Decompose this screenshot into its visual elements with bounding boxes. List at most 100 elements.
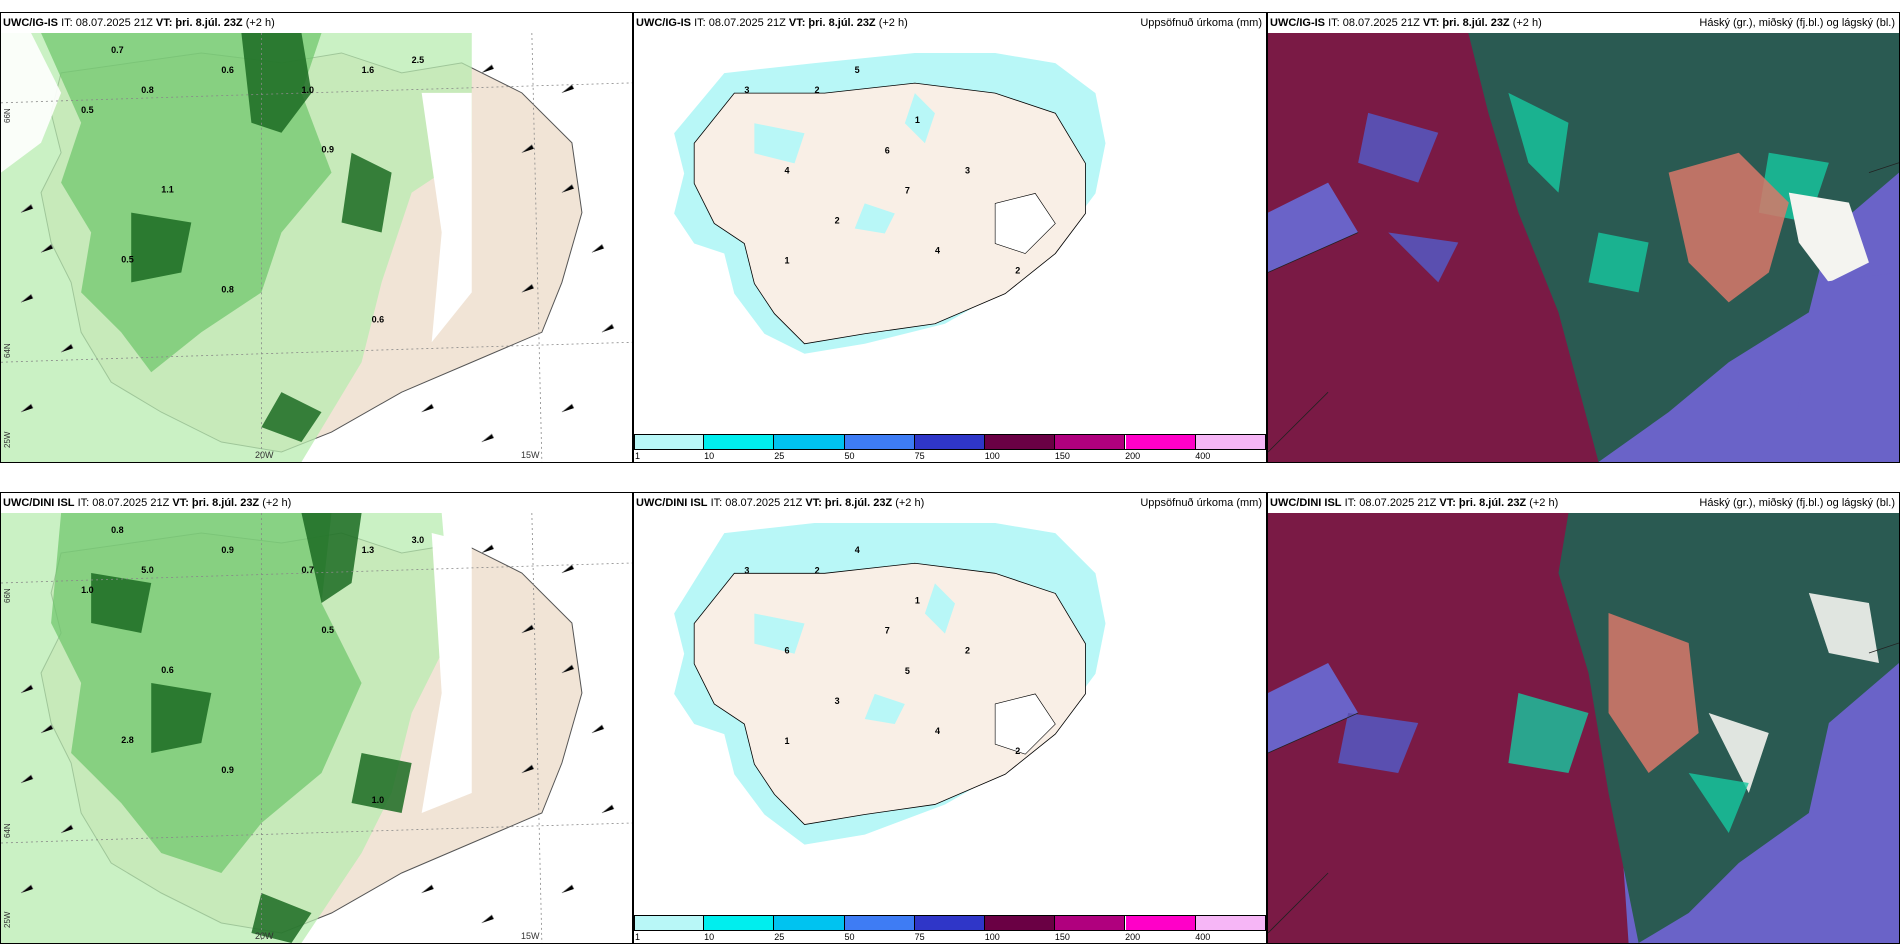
map-value-label: 3 [744,565,749,575]
map-value-label: 6 [885,145,890,155]
map-value-label: 1 [915,595,920,605]
map-value-label: 2 [815,85,820,95]
map-value-label: 2 [815,565,820,575]
lon-label-25w: 25W [3,911,12,928]
map-value-label: 2 [1015,746,1020,756]
cloud-map[interactable] [1268,33,1899,462]
colorbar-swatch [985,434,1056,450]
map-value-label: 5.0 [141,565,154,575]
colorbar-tick: 1 [635,451,641,461]
lon-label-25w: 25W [3,431,12,448]
precip-title: Uppsöfnuð úrkoma (mm) [1140,17,1262,29]
cloud-panel-bottom: UWC/DINI ISL IT: 08.07.2025 21Z VT: þri.… [1267,492,1900,944]
colorbar-tick: 25 [774,932,785,942]
colorbar-swatch [634,434,705,450]
colorbar-swatch [1055,434,1126,450]
map-value-label: 0.7 [301,565,314,575]
map-value-label: 3 [835,696,840,706]
map-value-label: 5 [855,65,860,75]
map-value-label: 1.1 [161,185,174,195]
map-value-label: 1.3 [362,545,375,555]
precip-panel-top: UWC/IG-IS IT: 08.07.2025 21Z VT: þri. 8.… [633,12,1267,463]
colorbar-swatch [704,915,775,931]
map-value-label: 1.0 [372,795,385,805]
colorbar-tick: 10 [704,932,715,942]
colorbar-tick: 25 [774,451,785,461]
map-value-label: 2 [835,215,840,225]
panel-header: UWC/IG-IS IT: 08.07.2025 21Z VT: þri. 8.… [1,13,632,33]
colorbar-tick: 150 [1054,451,1070,461]
wind-map[interactable]: 0.7 0.6 0.5 0.8 1.0 1.6 2.5 0.9 1.1 0.5 0.8 0.6 20W… [1,33,632,462]
map-value-label: 3 [965,165,970,175]
colorbar-tick: 150 [1054,932,1070,942]
colorbar-tick: 75 [914,451,925,461]
map-value-label: 0.5 [81,105,94,115]
colorbar-swatch [1125,434,1196,450]
precip-map[interactable]: 3 2 5 1 4 6 7 3 2 1 4 2 [634,33,1266,434]
panel-header: UWC/DINI ISL IT: 08.07.2025 21Z VT: þri.… [1,493,632,513]
map-value-label: 2 [965,646,970,656]
map-value-label: 0.9 [221,545,234,555]
lon-label-20w: 20W [255,450,274,460]
map-value-label: 4 [935,246,940,256]
map-value-label: 0.8 [111,525,124,535]
cloud-map[interactable] [1268,513,1899,943]
map-value-label: 0.8 [221,284,234,294]
lat-label-64n: 64N [3,823,12,838]
colorbar-tick: 50 [844,451,855,461]
colorbar-swatch [634,915,705,931]
precip-colorbar: 1 10 25 50 75 100 150 200 400 [634,434,1266,462]
precip-map[interactable]: 3 2 4 1 6 7 5 2 3 1 4 2 [634,513,1266,915]
lon-label-20w: 20W [255,931,274,941]
wind-precip-panel-top: UWC/IG-IS IT: 08.07.2025 21Z VT: þri. 8.… [0,12,633,463]
wind-map[interactable]: 0.8 0.9 1.0 5.0 0.7 1.3 3.0 0.5 0.6 2.8 0.9 1.0 20W… [1,513,632,943]
colorbar-tick: 1 [635,932,641,942]
map-value-label: 7 [885,626,890,636]
map-value-label: 2.8 [121,735,134,745]
colorbar-tick: 200 [1125,451,1141,461]
map-value-label: 1.6 [362,65,375,75]
precip-colorbar: 1 10 25 50 75 100 150 200 400 [634,915,1266,943]
colorbar-swatch [1055,915,1126,931]
colorbar-swatch [914,434,986,450]
colorbar-tick: 50 [844,932,855,942]
colorbar-swatch [704,434,775,450]
panel-header: UWC/DINI ISL IT: 08.07.2025 21Z VT: þri.… [634,493,1266,513]
colorbar-tick: 10 [704,451,715,461]
lat-label-66n: 66N [3,108,12,123]
colorbar-tick: 200 [1125,932,1141,942]
panel-header: UWC/DINI ISL IT: 08.07.2025 21Z VT: þri.… [1268,493,1899,513]
map-value-label: 1 [784,256,789,266]
wind-precip-panel-bottom: UWC/DINI ISL IT: 08.07.2025 21Z VT: þri.… [0,492,633,944]
map-value-label: 0.6 [221,65,234,75]
colorbar-tick: 400 [1195,932,1211,942]
precip-panel-bottom: UWC/DINI ISL IT: 08.07.2025 21Z VT: þri.… [633,492,1267,944]
map-value-label: 0.6 [372,314,385,324]
map-value-label: 4 [784,165,789,175]
map-value-label: 3 [744,85,749,95]
cloud-title: Háský (gr.), miðský (fj.bl.) og lágský (… [1699,497,1895,509]
map-value-label: 0.6 [161,665,174,675]
map-value-label: 1 [784,736,789,746]
map-value-label: 6 [784,646,789,656]
lon-label-15w: 15W [521,931,540,941]
colorbar-tick: 100 [984,932,1000,942]
panel-header: UWC/IG-IS IT: 08.07.2025 21Z VT: þri. 8.… [634,13,1266,33]
map-value-label: 4 [855,545,860,555]
colorbar-swatch [914,915,986,931]
colorbar-tick: 100 [984,451,1000,461]
map-value-label: 2.5 [412,55,425,65]
map-value-label: 5 [905,666,910,676]
precip-title: Uppsöfnuð úrkoma (mm) [1140,497,1262,509]
colorbar-tick: 75 [914,932,925,942]
map-value-label: 3.0 [412,535,425,545]
lat-label-66n: 66N [3,588,12,603]
cloud-title: Háský (gr.), miðský (fj.bl.) og lágský (… [1699,17,1895,29]
panel-header: UWC/IG-IS IT: 08.07.2025 21Z VT: þri. 8.… [1268,13,1899,33]
cloud-panel-top: UWC/IG-IS IT: 08.07.2025 21Z VT: þri. 8.… [1267,12,1900,463]
map-value-label: 2 [1015,266,1020,276]
map-value-label: 0.9 [221,765,234,775]
lon-label-15w: 15W [521,450,540,460]
map-value-label: 0.8 [141,85,154,95]
map-value-label: 4 [935,726,940,736]
